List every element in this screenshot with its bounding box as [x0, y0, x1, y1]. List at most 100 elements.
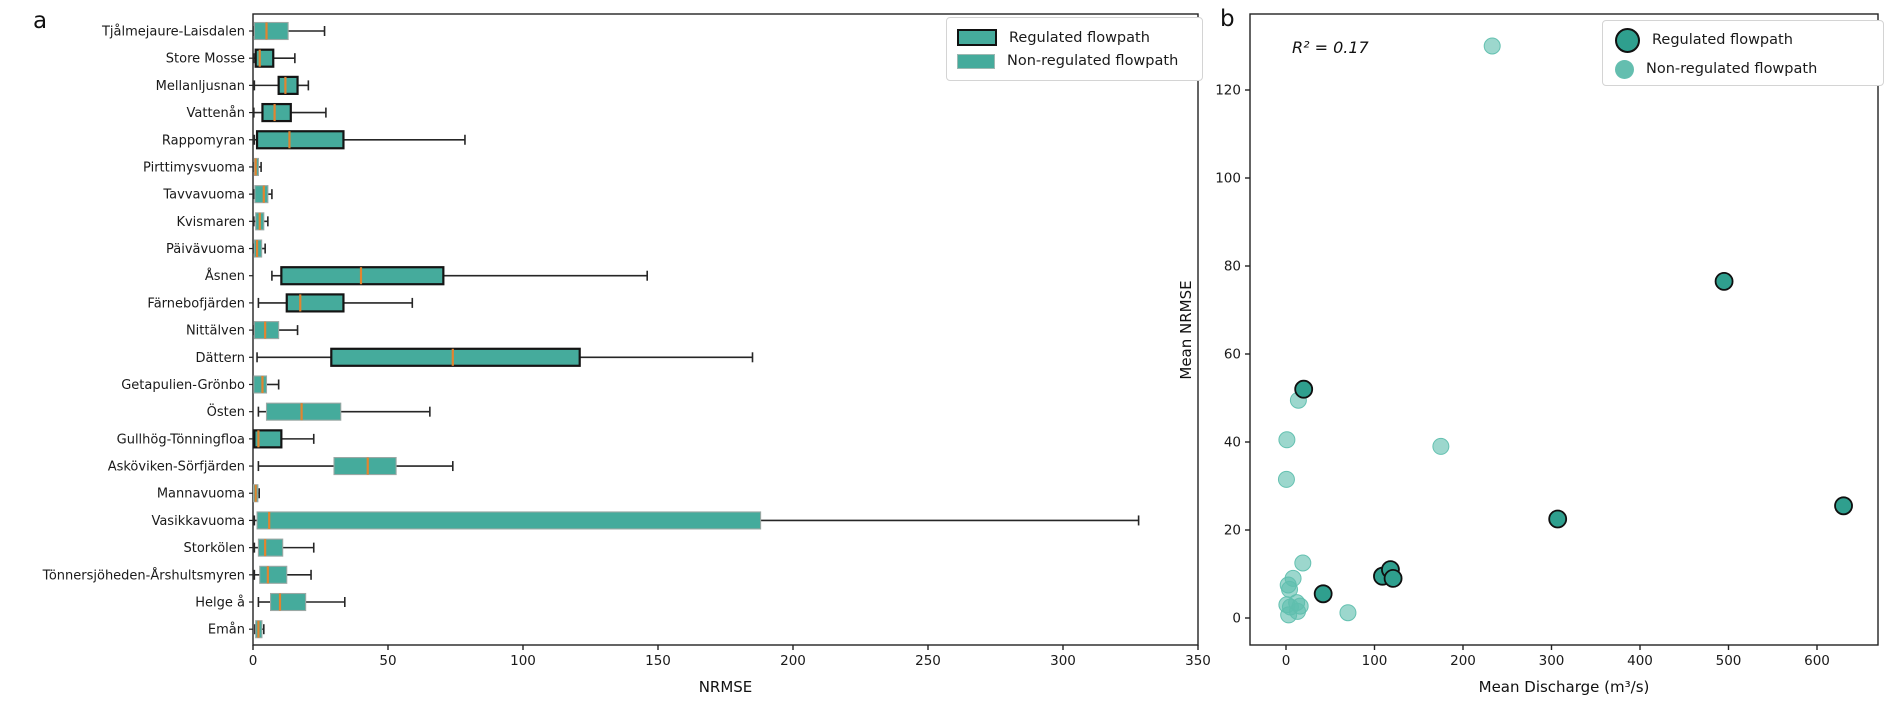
site-label: Vattenån	[187, 106, 246, 121]
box-regulated	[280, 266, 445, 286]
site-label: Helge å	[195, 596, 245, 611]
legend-label: Regulated flowpath	[1652, 32, 1793, 48]
legend-label: Non-regulated flowpath	[1646, 61, 1818, 77]
panel-b-y-tick-label: 80	[1224, 259, 1241, 275]
box-non-regulated	[254, 185, 269, 204]
box-non-regulated	[256, 511, 762, 530]
panel-b-y-tick-label: 40	[1224, 435, 1241, 451]
legend-entry-regulated: Regulated flowpath	[957, 29, 1202, 46]
box-non-regulated	[269, 592, 307, 612]
box-non-regulated	[333, 457, 397, 476]
scatter-point-non-regulated	[1432, 437, 1450, 455]
regulated-point-swatch-icon	[1615, 27, 1640, 53]
box-non-regulated	[259, 565, 288, 584]
panel-b-tag: b	[1220, 6, 1235, 32]
panel-b-y-tick-label: 60	[1224, 347, 1241, 363]
regulated-box-swatch-icon	[957, 29, 997, 46]
site-label: Storkölen	[183, 541, 245, 556]
panel-a-legend: Regulated flowpath Non-regulated flowpat…	[946, 17, 1203, 81]
site-label: Päivävuoma	[166, 242, 245, 257]
legend-label: Non-regulated flowpath	[1007, 53, 1179, 69]
site-label: Åsnen	[205, 268, 245, 284]
site-label: Tönnersjöheden-Årshultsmyren	[42, 567, 245, 583]
box-regulated	[255, 130, 345, 150]
legend-entry-non-regulated: Non-regulated flowpath	[1615, 59, 1883, 79]
panel-a-x-tick-label: 200	[780, 653, 806, 669]
panel-b-x-tick-label: 400	[1627, 653, 1653, 669]
panel-a-tag: a	[33, 8, 48, 34]
panel-b-x-tick-label: 100	[1362, 653, 1388, 669]
site-label: Dättern	[195, 351, 245, 366]
site-label: Vasikkavuoma	[151, 514, 245, 529]
box-non-regulated	[265, 402, 342, 421]
box-non-regulated	[253, 21, 289, 41]
panel-b-x-tick-label: 0	[1282, 653, 1291, 669]
site-label: Kvismaren	[176, 215, 245, 230]
panel-a-x-tick-label: 0	[249, 653, 258, 669]
scatter-point-non-regulated	[1278, 431, 1296, 449]
box-non-regulated	[253, 375, 268, 394]
panel-a-x-tick-label: 150	[645, 653, 671, 669]
box-regulated	[330, 347, 581, 367]
site-label: Mannavuoma	[157, 487, 245, 502]
scatter-point-regulated	[1313, 584, 1333, 604]
panel-a-x-tick-label: 250	[915, 653, 941, 669]
site-label: Tavvavuoma	[162, 188, 245, 203]
scatter-point-non-regulated	[1289, 602, 1307, 620]
panel-b-y-tick-label: 120	[1215, 83, 1241, 99]
box-regulated	[254, 48, 275, 68]
panel-a-x-tick-label: 100	[510, 653, 536, 669]
site-label: Nittälven	[186, 324, 245, 339]
site-label: Store Mosse	[166, 52, 245, 67]
scatter-point-non-regulated	[1483, 37, 1501, 55]
scatter-point-regulated	[1294, 379, 1314, 399]
box-regulated	[277, 75, 299, 95]
scatter-point-non-regulated	[1277, 470, 1295, 488]
site-label: Färnebofjärden	[147, 296, 245, 311]
panel-b-x-axis-title: Mean Discharge (m³/s)	[1478, 678, 1650, 696]
panel-b-y-tick-label: 100	[1215, 171, 1241, 187]
non-regulated-box-swatch-icon	[957, 53, 995, 69]
legend-label: Regulated flowpath	[1009, 29, 1150, 46]
site-label: Östen	[207, 403, 245, 420]
panel-b-legend: Regulated flowpath Non-regulated flowpat…	[1602, 20, 1884, 86]
scatter-point-regulated	[1548, 509, 1568, 529]
legend-entry-non-regulated: Non-regulated flowpath	[957, 53, 1202, 69]
panel-b-x-tick-label: 500	[1716, 653, 1742, 669]
panel-a-x-tick-label: 350	[1185, 653, 1211, 669]
panel-b-y-tick-label: 20	[1224, 523, 1241, 539]
box-non-regulated	[253, 321, 280, 340]
box-regulated	[253, 429, 283, 449]
r-squared-annotation: R² = 0.17	[1292, 38, 1369, 57]
panel-a-x-tick-label: 50	[379, 653, 396, 669]
site-label: Gullhög-Tönningfloa	[117, 432, 245, 447]
panel-b-y-axis-title: Mean NRMSE	[1177, 280, 1195, 380]
panel-b-frame	[1249, 13, 1879, 646]
box-regulated	[285, 293, 345, 313]
site-label: Pirttimysvuoma	[143, 160, 245, 175]
site-label: Tjålmejaure-Laisdalen	[101, 25, 245, 40]
site-label: Asköviken-Sörfjärden	[108, 460, 245, 475]
panel-b-y-tick-label: 0	[1232, 611, 1241, 627]
panel-b-x-tick-label: 200	[1450, 653, 1476, 669]
panel-b-x-tick-label: 600	[1804, 653, 1830, 669]
box-regulated	[261, 102, 292, 123]
non-regulated-point-swatch-icon	[1615, 59, 1634, 79]
panel-a-frame	[252, 13, 1199, 646]
site-label: Emån	[208, 623, 245, 638]
panel-b-x-tick-label: 300	[1539, 653, 1565, 669]
site-label: Rappomyran	[162, 133, 245, 148]
scatter-point-regulated	[1714, 271, 1734, 291]
box-non-regulated	[257, 538, 284, 557]
site-label: Mellanljusnan	[156, 79, 245, 94]
legend-entry-regulated: Regulated flowpath	[1615, 27, 1883, 53]
scatter-point-non-regulated	[1294, 554, 1312, 572]
scatter-point-regulated	[1383, 569, 1403, 588]
panel-a-x-tick-label: 300	[1050, 653, 1076, 669]
scatter-point-non-regulated	[1339, 604, 1357, 622]
scatter-point-regulated	[1834, 496, 1853, 516]
site-label: Getapulien-Grönbo	[121, 378, 245, 393]
panel-a-x-axis-title: NRMSE	[698, 678, 753, 696]
